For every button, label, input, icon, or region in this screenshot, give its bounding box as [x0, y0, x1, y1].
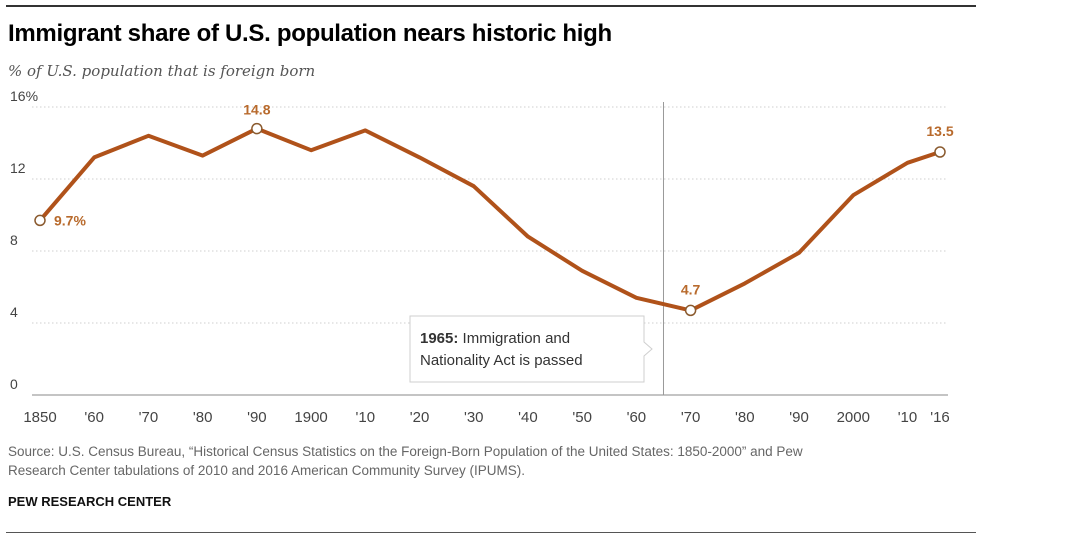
x-tick-label: '70 [681, 409, 701, 426]
annotation-year: 1965: [420, 330, 458, 347]
data-point [526, 235, 530, 239]
x-tick-label: '70 [139, 409, 159, 426]
x-tick-label: '60 [627, 409, 647, 426]
data-point [580, 269, 584, 273]
x-tick-label: '90 [789, 409, 809, 426]
x-tick-label: '10 [356, 409, 376, 426]
data-point [905, 161, 910, 165]
data-label: 9.7% [54, 212, 86, 228]
data-point [309, 148, 313, 152]
data-point [743, 281, 747, 285]
chart-title: Immigrant share of U.S. population nears… [8, 20, 612, 47]
x-tick-label: 1900 [294, 409, 327, 426]
data-label: 4.7 [681, 281, 701, 297]
highlight-marker [684, 304, 697, 317]
top-rule [6, 5, 976, 7]
y-tick-label: 8 [10, 232, 18, 248]
annotation-text-line-1: 1965: Immigration and [420, 330, 570, 347]
x-tick-label: '60 [84, 409, 104, 426]
series-line [38, 126, 942, 313]
data-point [146, 134, 151, 138]
publisher-credit: PEW RESEARCH CENTER [8, 494, 172, 509]
y-tick-label: 0 [10, 376, 18, 392]
annotation-title: Immigration and [458, 330, 570, 347]
data-point [472, 184, 476, 188]
data-point [851, 193, 855, 197]
data-point [634, 296, 638, 300]
x-tick-label: 1850 [23, 409, 56, 426]
x-tick-label: '80 [735, 409, 755, 426]
data-point [201, 154, 205, 158]
x-tick-label: '90 [247, 409, 267, 426]
x-tick-label: '50 [572, 409, 592, 426]
x-tick-label: '40 [518, 409, 538, 426]
highlight-marker [934, 146, 946, 158]
y-tick-label: 12 [10, 160, 26, 176]
data-point [363, 128, 367, 132]
chart-subtitle: % of U.S. population that is foreign bor… [8, 62, 316, 80]
y-tick-label: 4 [10, 304, 18, 320]
data-point [417, 155, 422, 159]
x-tick-label: '80 [193, 409, 213, 426]
source-note: Source: U.S. Census Bureau, “Historical … [8, 442, 938, 480]
bottom-rule [6, 532, 976, 533]
x-tick-label: 2000 [837, 409, 870, 426]
annotation-callout-box [409, 315, 653, 383]
highlight-marker [34, 214, 46, 227]
x-tick-label: '10 [898, 409, 918, 426]
x-tick-label: '16 [930, 409, 950, 426]
x-tick-label: '20 [410, 409, 430, 426]
highlight-marker [251, 122, 263, 135]
source-line-2: Research Center tabulations of 2010 and … [8, 463, 526, 478]
annotation-text-line-2: Nationality Act is passed [420, 352, 583, 369]
source-line-1: Source: U.S. Census Bureau, “Historical … [8, 444, 803, 459]
data-label: 14.8 [243, 102, 270, 118]
x-tick-label: '30 [464, 409, 484, 426]
data-label: 13.5 [926, 123, 953, 139]
data-point [92, 155, 96, 159]
data-point [797, 251, 801, 255]
y-tick-label: 16% [10, 88, 38, 104]
line-chart: 0 4 8 12 16% 1850 '60 '70 '80 '90 1900 '10 '20 '30 '40… [10, 88, 954, 426]
